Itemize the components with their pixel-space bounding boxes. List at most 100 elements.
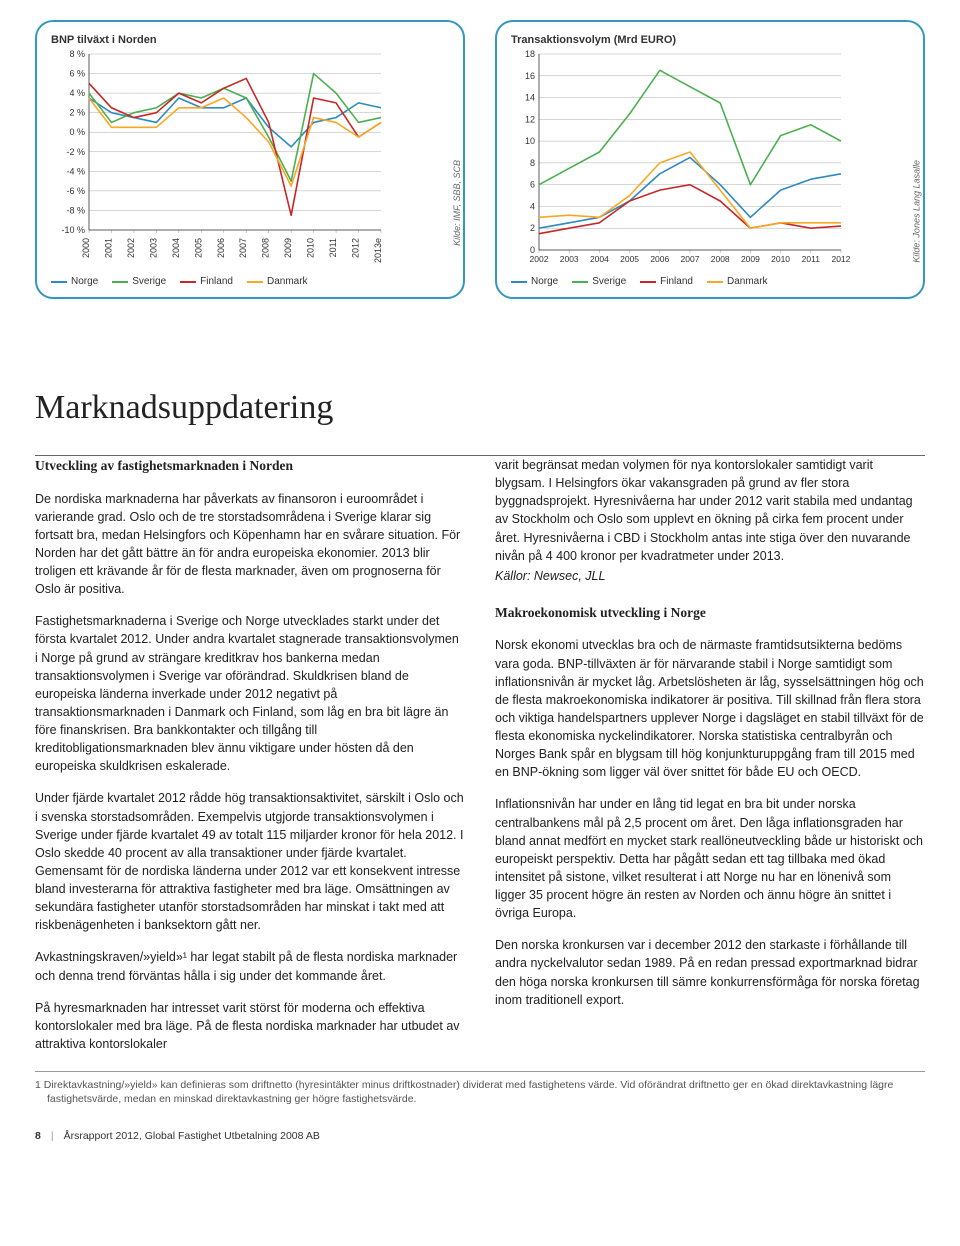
chart1-legend: Norge Sverige Finland Danmark <box>51 276 449 287</box>
right-subhead: Makroekonomisk utveckling i Norge <box>495 603 925 623</box>
svg-text:18: 18 <box>525 50 535 59</box>
svg-text:4 %: 4 % <box>69 88 85 98</box>
svg-text:2008: 2008 <box>711 254 730 264</box>
legend-item: Danmark <box>707 276 768 287</box>
svg-text:2007: 2007 <box>681 254 700 264</box>
svg-text:2012: 2012 <box>832 254 851 264</box>
svg-text:-6 %: -6 % <box>66 186 85 196</box>
chart1-source: Kilde: IMF, SBB, SCB <box>452 160 462 246</box>
legend-label: Norge <box>531 276 558 287</box>
right-sources: Källor: Newsec, JLL <box>495 567 925 585</box>
legend-item: Finland <box>640 276 693 287</box>
legend-swatch <box>180 281 196 283</box>
legend-swatch <box>51 281 67 283</box>
chart2-plot: 1816141210864202002200320042005200620072… <box>511 50 851 270</box>
svg-text:8 %: 8 % <box>69 50 85 59</box>
svg-text:8: 8 <box>530 158 535 168</box>
legend-swatch <box>572 281 588 283</box>
footnote: 1 Direktavkastning/»yield» kan definiera… <box>35 1078 925 1106</box>
legend-item: Norge <box>51 276 98 287</box>
right-p3: Inflationsnivån har under en lång tid le… <box>495 795 925 922</box>
chart-transaktionsvolym: Transaktionsvolym (Mrd EURO) 18 16 14 12 10 8… <box>495 20 925 299</box>
svg-text:4: 4 <box>530 201 535 211</box>
svg-text:2: 2 <box>530 223 535 233</box>
svg-text:2000: 2000 <box>81 238 91 258</box>
left-p1: De nordiska marknaderna har påverkats av… <box>35 490 465 599</box>
left-p5: På hyresmarknaden har intresset varit st… <box>35 999 465 1053</box>
right-p4: Den norska kronkursen var i december 201… <box>495 936 925 1009</box>
charts-row: BNP tilväxt i Norden 8 % 6 % 4 % 2 % 0 % -2 %… <box>35 20 925 299</box>
page-footer: 8 | Årsrapport 2012, Global Fastighet Ut… <box>35 1130 925 1158</box>
svg-text:2011: 2011 <box>328 238 338 257</box>
legend-item: Danmark <box>247 276 308 287</box>
svg-text:2010: 2010 <box>306 238 316 258</box>
svg-text:2003: 2003 <box>560 254 579 264</box>
legend-item: Sverige <box>572 276 626 287</box>
svg-text:6: 6 <box>530 180 535 190</box>
svg-text:-10 %: -10 % <box>61 225 85 235</box>
text-columns: Utveckling av fastighetsmarknaden i Nord… <box>35 456 925 1053</box>
legend-label: Danmark <box>267 276 308 287</box>
legend-swatch <box>511 281 527 283</box>
legend-label: Sverige <box>592 276 626 287</box>
svg-text:2013e: 2013e <box>373 238 383 263</box>
svg-text:16: 16 <box>525 71 535 81</box>
chart2-legend: Norge Sverige Finland Danmark <box>511 276 909 287</box>
legend-item: Finland <box>180 276 233 287</box>
svg-text:2012: 2012 <box>351 238 361 258</box>
svg-text:2004: 2004 <box>171 238 181 258</box>
legend-label: Norge <box>71 276 98 287</box>
svg-text:2008: 2008 <box>261 238 271 258</box>
svg-text:2009: 2009 <box>741 254 760 264</box>
svg-text:12: 12 <box>525 114 535 124</box>
svg-text:2005: 2005 <box>620 254 639 264</box>
svg-text:6 %: 6 % <box>69 69 85 79</box>
legend-label: Sverige <box>132 276 166 287</box>
left-p3: Under fjärde kvartalet 2012 rådde hög tr… <box>35 789 465 934</box>
legend-item: Norge <box>511 276 558 287</box>
right-p1: varit begränsat medan volymen för nya ko… <box>495 456 925 565</box>
svg-text:2005: 2005 <box>193 238 203 258</box>
svg-text:2009: 2009 <box>283 238 293 258</box>
page-number: 8 <box>35 1130 41 1142</box>
svg-text:2007: 2007 <box>238 238 248 258</box>
left-p2: Fastighetsmarknaderna i Sverige och Norg… <box>35 612 465 775</box>
chart2-source: Kilde: Jones Lang Lasalle <box>912 160 922 263</box>
right-p2: Norsk ekonomi utvecklas bra och de närma… <box>495 636 925 781</box>
footnote-rule <box>35 1071 925 1072</box>
svg-text:-4 %: -4 % <box>66 166 85 176</box>
footer-text: Årsrapport 2012, Global Fastighet Utbeta… <box>64 1130 320 1142</box>
svg-text:2006: 2006 <box>216 238 226 258</box>
svg-text:10: 10 <box>525 136 535 146</box>
chart1-plot: 8 % 6 % 4 % 2 % 0 % -2 % -4 % -6 % -8 % -10 % 2000… <box>51 50 391 270</box>
chart1-title: BNP tilväxt i Norden <box>51 34 449 46</box>
page-title: Marknadsuppdatering <box>35 389 925 427</box>
svg-text:2002: 2002 <box>126 238 136 258</box>
right-column: varit begränsat medan volymen för nya ko… <box>495 456 925 1053</box>
svg-text:2001: 2001 <box>103 238 113 258</box>
legend-swatch <box>247 281 263 283</box>
chart2-title: Transaktionsvolym (Mrd EURO) <box>511 34 909 46</box>
svg-text:14: 14 <box>525 93 535 103</box>
svg-text:-2 %: -2 % <box>66 147 85 157</box>
legend-swatch <box>112 281 128 283</box>
svg-text:-8 %: -8 % <box>66 205 85 215</box>
legend-label: Finland <box>660 276 693 287</box>
svg-text:2006: 2006 <box>650 254 669 264</box>
svg-text:2003: 2003 <box>148 238 158 258</box>
legend-label: Danmark <box>727 276 768 287</box>
legend-item: Sverige <box>112 276 166 287</box>
svg-text:2004: 2004 <box>590 254 609 264</box>
left-column: Utveckling av fastighetsmarknaden i Nord… <box>35 456 465 1053</box>
svg-text:2010: 2010 <box>771 254 790 264</box>
svg-text:2002: 2002 <box>530 254 549 264</box>
chart-bnp-tilvaxt: BNP tilväxt i Norden 8 % 6 % 4 % 2 % 0 % -2 %… <box>35 20 465 299</box>
footer-sep: | <box>51 1130 54 1142</box>
svg-text:2 %: 2 % <box>69 108 85 118</box>
svg-text:2011: 2011 <box>802 254 821 264</box>
legend-label: Finland <box>200 276 233 287</box>
svg-text:0 %: 0 % <box>69 127 85 137</box>
left-subhead-1: Utveckling av fastighetsmarknaden i Nord… <box>35 456 465 476</box>
legend-swatch <box>707 281 723 283</box>
legend-swatch <box>640 281 656 283</box>
